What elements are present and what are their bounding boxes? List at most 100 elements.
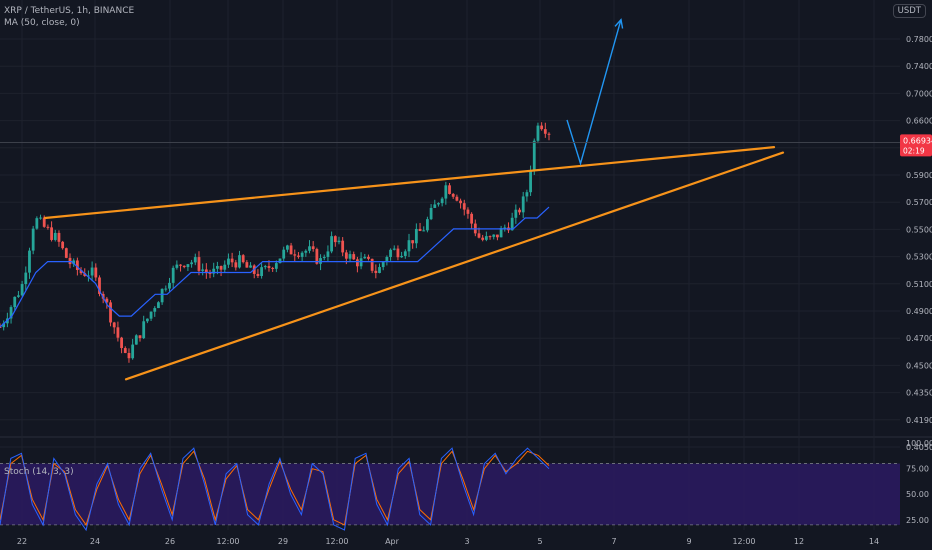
candle-body	[414, 228, 418, 244]
time-tick-label: 12:00	[325, 537, 348, 546]
candle-body	[326, 251, 330, 257]
stoch-tick-label: 100.00	[906, 439, 932, 448]
time-tick-label: 12:00	[732, 537, 755, 546]
candle-body	[175, 264, 179, 268]
time-tick-label: 14	[869, 537, 879, 546]
candle-body	[13, 296, 17, 308]
candle-body	[212, 268, 216, 274]
candle-body	[311, 246, 315, 250]
candle-body	[532, 140, 536, 171]
candle-body	[540, 125, 544, 130]
candle-body	[179, 264, 182, 266]
ma-indicator-label[interactable]: MA (50, close, 0)	[4, 18, 80, 28]
candle-body	[297, 255, 300, 257]
candle-body	[396, 248, 400, 258]
price-badge-countdown: 02:19	[903, 146, 925, 155]
candle-body	[83, 273, 87, 276]
trendlines	[43, 146, 785, 381]
candle-body	[145, 318, 149, 322]
candle-body	[105, 298, 109, 303]
candle-body	[112, 322, 116, 328]
moving-average-series	[0, 206, 550, 328]
candle-body	[46, 226, 50, 228]
candle-body	[116, 327, 120, 338]
candle-body	[278, 258, 282, 264]
candle-body	[492, 234, 496, 237]
candle-body	[193, 257, 197, 263]
price-tick-label: 0.40500	[906, 443, 932, 452]
candle-body	[499, 228, 503, 238]
candle-body	[186, 264, 190, 268]
candle-body	[367, 256, 370, 259]
candle-body	[20, 284, 24, 296]
candle-body	[503, 227, 507, 229]
currency-selector[interactable]: USDT	[892, 4, 926, 18]
candle-body	[61, 241, 65, 249]
candle-body	[120, 337, 123, 349]
candle-body	[304, 250, 308, 253]
candle-body	[407, 240, 411, 252]
candle-body	[87, 275, 90, 277]
candle-body	[462, 203, 466, 210]
price-badge-value: 0.66934	[903, 136, 932, 145]
candle-body	[153, 308, 157, 312]
candle-body	[142, 321, 146, 339]
candle-body	[440, 198, 444, 204]
projection-arrow	[566, 18, 624, 166]
candle-body	[215, 266, 219, 269]
projection-arrowhead	[614, 18, 624, 29]
candle-body	[134, 335, 138, 345]
candle-body	[319, 258, 322, 264]
candle-body	[227, 258, 230, 265]
candle-body	[42, 217, 46, 227]
time-tick-label: 12:00	[216, 537, 239, 546]
candle-body	[433, 204, 437, 208]
candle-body	[50, 227, 53, 240]
candle-body	[330, 236, 334, 252]
candle-body	[72, 260, 76, 265]
candle-body	[525, 192, 529, 197]
time-tick-label: 24	[90, 537, 100, 546]
stoch-tick-label: 25.00	[906, 516, 929, 525]
time-tick-label: 26	[165, 537, 175, 546]
stoch-indicator-label[interactable]: Stoch (14, 3, 3)	[4, 467, 74, 477]
ma-line	[0, 206, 550, 328]
candle-body	[53, 232, 57, 240]
candle-body	[392, 248, 396, 250]
candle-body	[79, 269, 83, 274]
candle-body	[68, 257, 72, 265]
candle-body	[315, 249, 319, 264]
candle-body	[241, 255, 245, 263]
candle-body	[131, 344, 135, 359]
candle-body	[543, 129, 547, 134]
candle-body	[164, 288, 168, 290]
candle-body	[17, 295, 20, 297]
time-tick-label: 3	[464, 537, 469, 546]
time-tick-label: 9	[686, 537, 691, 546]
candle-body	[171, 267, 175, 283]
candle-body	[300, 252, 304, 257]
time-axis: 22 24 26 12:00 29 12:00 Apr 3 5 7 9 12:00 12 14	[17, 537, 879, 546]
candle-body	[529, 170, 532, 193]
candle-body	[249, 265, 252, 268]
candle-body	[267, 266, 271, 268]
candle-body	[466, 209, 470, 214]
candle-body	[451, 193, 455, 197]
candle-body	[510, 217, 514, 231]
candle-body	[90, 267, 94, 276]
candle-body	[182, 265, 186, 268]
candle-body	[127, 352, 131, 359]
candle-body	[374, 270, 378, 273]
candle-body	[344, 252, 348, 259]
candle-body	[223, 264, 227, 270]
candle-body	[293, 254, 297, 256]
